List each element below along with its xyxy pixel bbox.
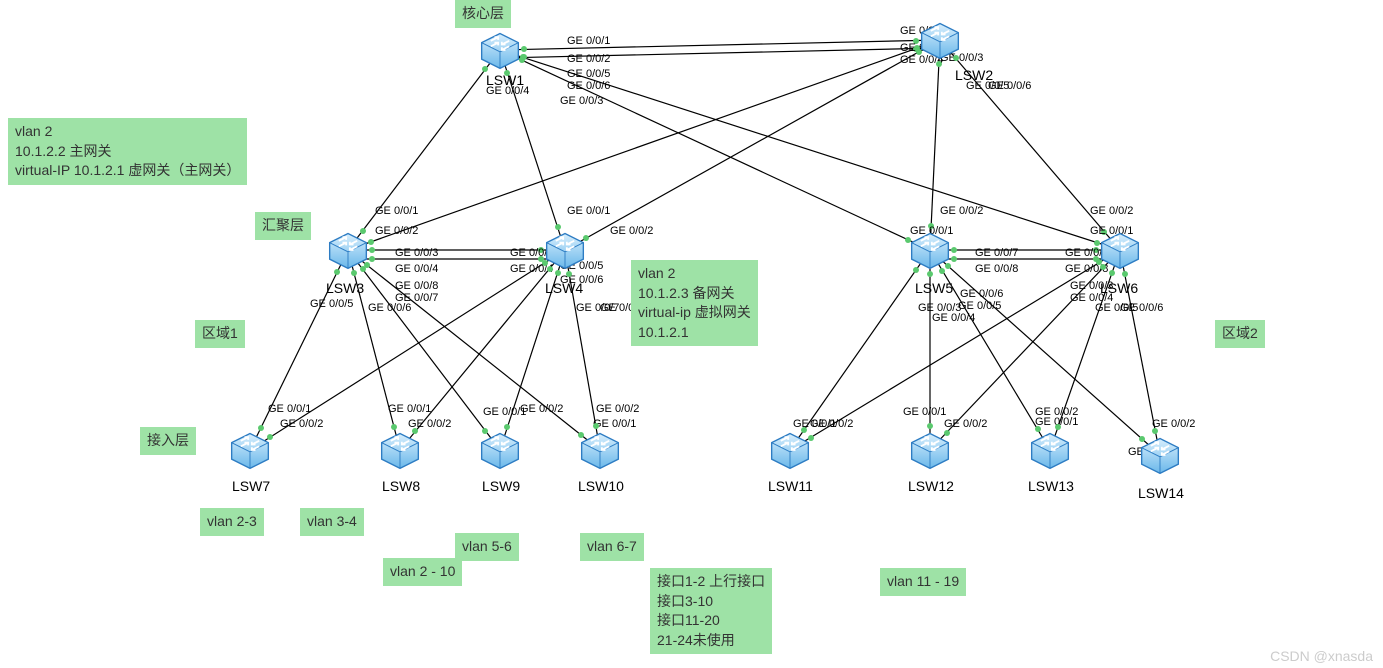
port-label: GE 0/0/3 xyxy=(560,95,603,107)
port-label: GE 0/0/6 xyxy=(988,80,1031,92)
annotation-box: 汇聚层 xyxy=(255,212,311,240)
node-label: LSW2 xyxy=(955,67,993,83)
switch-lsw6[interactable] xyxy=(1098,228,1142,272)
port-label: GE 0/0/1 xyxy=(567,205,610,217)
node-label: LSW3 xyxy=(326,280,364,296)
port-label: GE 0/0/1 xyxy=(268,403,311,415)
switch-lsw12[interactable] xyxy=(908,428,952,472)
annotation-box: vlan 6-7 xyxy=(580,533,644,561)
port-label: GE 0/0/7 xyxy=(975,247,1018,259)
node-label: LSW9 xyxy=(482,478,520,494)
port-label: GE 0/0/5 xyxy=(567,68,610,80)
port-label: GE 0/0/2 xyxy=(520,403,563,415)
node-label: LSW11 xyxy=(768,478,813,494)
port-label: GE 0/0/1 xyxy=(567,35,610,47)
node-label: LSW1 xyxy=(486,72,524,88)
port-label: GE 0/0/5 xyxy=(310,298,353,310)
annotation-box: 接入层 xyxy=(140,427,196,455)
watermark: CSDN @xnasda xyxy=(1270,648,1373,664)
annotation-box: vlan 3-4 xyxy=(300,508,364,536)
port-label: GE 0/0/4 xyxy=(395,263,438,275)
switch-lsw13[interactable] xyxy=(1028,428,1072,472)
annotation-box: vlan 5-6 xyxy=(455,533,519,561)
switch-lsw7[interactable] xyxy=(228,428,272,472)
port-label: GE 0/0/6 xyxy=(1120,302,1163,314)
port-label: GE 0/0/5 xyxy=(958,300,1001,312)
port-label: GE 0/0/2 xyxy=(596,403,639,415)
switch-lsw10[interactable] xyxy=(578,428,622,472)
port-label: GE 0/0/6 xyxy=(960,288,1003,300)
switch-lsw2[interactable] xyxy=(918,18,962,62)
port-label: GE 0/0/7 xyxy=(395,292,438,304)
port-label: GE 0/0/8 xyxy=(975,263,1018,275)
port-label: GE 0/0/2 xyxy=(1152,418,1195,430)
node-label: LSW4 xyxy=(545,280,583,296)
port-label: GE 0/0/4 xyxy=(932,312,975,324)
node-label: LSW6 xyxy=(1100,280,1138,296)
port-label: GE 0/0/6 xyxy=(567,80,610,92)
switch-lsw8[interactable] xyxy=(378,428,422,472)
port-label: GE 0/0/1 xyxy=(388,403,431,415)
switch-lsw14[interactable] xyxy=(1138,433,1182,477)
switch-lsw5[interactable] xyxy=(908,228,952,272)
node-label: LSW7 xyxy=(232,478,270,494)
port-label: GE 0/0/2 xyxy=(375,225,418,237)
port-label: GE 0/0/2 xyxy=(940,205,983,217)
port-label: GE 0/0/1 xyxy=(903,406,946,418)
annotation-box: vlan 2-3 xyxy=(200,508,264,536)
port-label: GE 0/0/1 xyxy=(375,205,418,217)
node-label: LSW13 xyxy=(1028,478,1074,494)
node-label: LSW14 xyxy=(1138,485,1184,501)
annotation-box: 区域1 xyxy=(195,320,245,348)
annotation-box: 核心层 xyxy=(455,0,511,28)
switch-lsw9[interactable] xyxy=(478,428,522,472)
port-label: GE 0/0/2 xyxy=(280,418,323,430)
annotation-box: 接口1-2 上行接口 接口3-10 接口11-20 21-24未使用 xyxy=(650,568,772,654)
switch-lsw4[interactable] xyxy=(543,228,587,272)
port-label: GE 0/0/2 xyxy=(1090,205,1133,217)
port-label: GE 0/0/8 xyxy=(395,280,438,292)
port-label: GE 0/0/2 xyxy=(567,53,610,65)
switch-lsw3[interactable] xyxy=(326,228,370,272)
node-label: LSW10 xyxy=(578,478,624,494)
annotation-box: vlan 2 - 10 xyxy=(383,558,462,586)
annotation-box: vlan 2 10.1.2.2 主网关 virtual-IP 10.1.2.1 … xyxy=(8,118,247,185)
port-label: GE 0/0/2 xyxy=(810,418,853,430)
annotation-box: vlan 2 10.1.2.3 备网关 virtual-ip 虚拟网关 10.1… xyxy=(631,260,758,346)
switch-lsw1[interactable] xyxy=(478,28,522,72)
node-label: LSW8 xyxy=(382,478,420,494)
switch-lsw11[interactable] xyxy=(768,428,812,472)
port-label: GE 0/0/2 xyxy=(1035,406,1078,418)
annotation-box: vlan 11 - 19 xyxy=(880,568,966,596)
node-label: LSW5 xyxy=(915,280,953,296)
port-label: GE 0/0/2 xyxy=(610,225,653,237)
port-label: GE 0/0/3 xyxy=(395,247,438,259)
annotation-box: 区域2 xyxy=(1215,320,1265,348)
node-label: LSW12 xyxy=(908,478,954,494)
